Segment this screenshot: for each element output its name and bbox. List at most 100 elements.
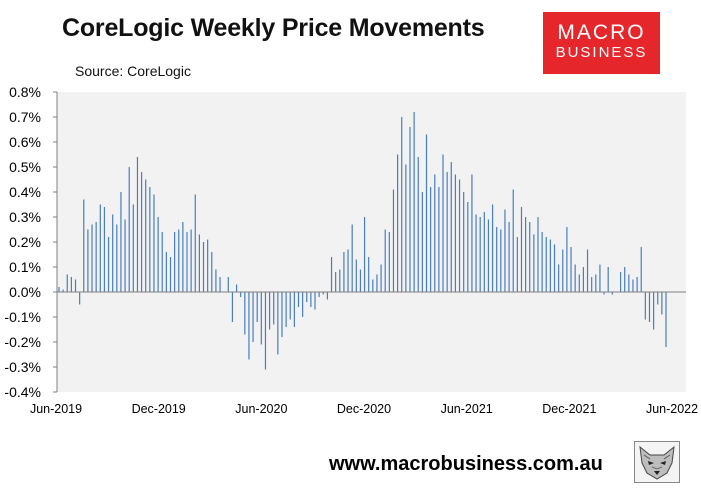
chart-title: CoreLogic Weekly Price Movements [62, 14, 485, 42]
bar [599, 264, 601, 292]
bar [653, 292, 655, 330]
bar [169, 257, 172, 292]
bar [586, 249, 589, 292]
macrobusiness-logo[interactable]: MACRO BUSINESS [543, 12, 660, 74]
bar [525, 217, 527, 292]
y-tick-label: 0.7% [9, 109, 41, 125]
y-tick-label: 0.0% [9, 284, 41, 300]
bar [289, 292, 291, 320]
bar [562, 249, 564, 292]
bar [339, 269, 341, 292]
bar [430, 187, 432, 292]
bar [335, 272, 337, 292]
bar [70, 277, 72, 292]
y-tick-label: -0.4% [4, 384, 41, 400]
bar [343, 252, 345, 292]
bar [326, 292, 328, 300]
y-tick-label: 0.1% [9, 259, 41, 275]
bar [215, 269, 217, 292]
price-movements-chart: 0.8% 0.7% 0.6% 0.5% 0.4% 0.3% 0.2% 0.1% 0.0% -0.1… [4, 84, 698, 416]
bar [256, 292, 258, 322]
bar [207, 239, 209, 292]
bar [58, 287, 60, 292]
bar [182, 222, 184, 292]
bar [372, 279, 374, 292]
bar [91, 224, 93, 292]
bar [302, 292, 304, 317]
bar [578, 274, 580, 292]
bar [392, 189, 395, 292]
x-tick-label: Jun-2020 [235, 402, 287, 416]
bar [252, 292, 254, 342]
bar [640, 247, 642, 292]
wolf-logo-icon [634, 441, 680, 483]
x-tick-label: Dec-2021 [542, 402, 596, 416]
website-url[interactable]: www.macrobusiness.com.au [329, 453, 603, 475]
bar [66, 274, 68, 292]
bar [194, 194, 196, 292]
bar [624, 267, 626, 292]
bar [603, 292, 605, 295]
bar [558, 264, 560, 292]
bar [149, 187, 151, 292]
bar [120, 192, 122, 292]
bar [240, 292, 242, 297]
bar [632, 279, 634, 292]
bar [487, 219, 490, 292]
y-axis-ticks: 0.8% 0.7% 0.6% 0.5% 0.4% 0.3% 0.2% 0.1% 0.0% -0.1… [4, 84, 57, 400]
bar [297, 292, 300, 307]
bar [268, 292, 271, 330]
x-tick-label: Jun-2022 [646, 402, 698, 416]
bar [112, 214, 114, 292]
bar [190, 229, 192, 292]
bar [628, 274, 630, 292]
bar [665, 292, 667, 347]
y-tick-label: 0.8% [9, 84, 41, 100]
bar [202, 242, 205, 292]
bar [132, 204, 134, 292]
x-axis-ticks: Jun-2019 Dec-2019 Jun-2020 Dec-2020 Jun-2021… [30, 402, 698, 416]
bar [611, 292, 613, 295]
bar [376, 274, 378, 292]
x-tick-label: Jun-2021 [441, 402, 493, 416]
bar [479, 217, 481, 292]
bar [533, 234, 535, 292]
bar [454, 174, 457, 292]
bar [607, 267, 609, 292]
bar [553, 244, 556, 292]
y-tick-label: 0.2% [9, 234, 41, 250]
bar [124, 219, 126, 292]
bar [318, 292, 320, 297]
bar [347, 249, 349, 292]
bar [508, 222, 510, 292]
bar [520, 207, 523, 292]
bar [574, 264, 576, 292]
bar [62, 289, 64, 292]
bar [165, 252, 167, 292]
bar [103, 207, 106, 292]
bar [314, 292, 316, 310]
bar [438, 187, 440, 292]
bar [491, 204, 494, 292]
bar [512, 189, 514, 292]
bar [582, 267, 585, 292]
bar [281, 292, 283, 337]
bar [355, 259, 357, 292]
bar [636, 277, 638, 292]
bar [74, 279, 77, 292]
bar [153, 194, 155, 292]
bar [285, 292, 287, 327]
bar [351, 224, 353, 292]
bar [248, 292, 250, 360]
bar [277, 292, 279, 355]
bar [549, 239, 551, 292]
bar [405, 164, 407, 292]
bar [264, 292, 267, 370]
bar [516, 237, 518, 292]
bar [128, 167, 130, 292]
y-tick-label: 0.5% [9, 159, 41, 175]
x-tick-label: Jun-2019 [30, 402, 82, 416]
bar [95, 222, 97, 292]
bar [140, 172, 143, 292]
bar [384, 229, 386, 292]
